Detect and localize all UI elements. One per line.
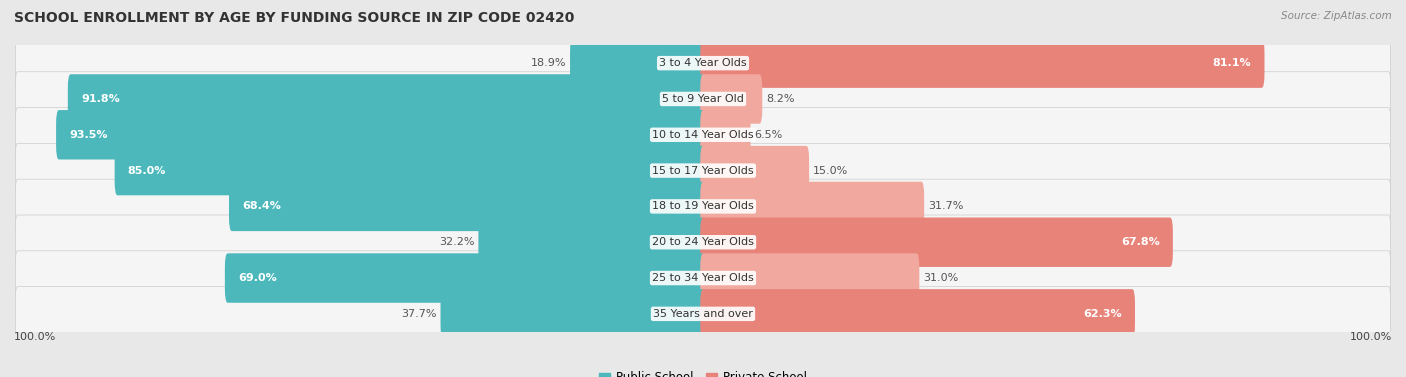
- FancyBboxPatch shape: [478, 218, 706, 267]
- Text: 8.2%: 8.2%: [766, 94, 794, 104]
- Text: 37.7%: 37.7%: [401, 309, 436, 319]
- Text: 68.4%: 68.4%: [242, 201, 281, 211]
- FancyBboxPatch shape: [15, 143, 1391, 198]
- Text: 18 to 19 Year Olds: 18 to 19 Year Olds: [652, 201, 754, 211]
- FancyBboxPatch shape: [15, 251, 1391, 305]
- FancyBboxPatch shape: [56, 110, 706, 159]
- FancyBboxPatch shape: [229, 182, 706, 231]
- FancyBboxPatch shape: [700, 74, 762, 124]
- FancyBboxPatch shape: [15, 179, 1391, 234]
- Text: 5 to 9 Year Old: 5 to 9 Year Old: [662, 94, 744, 104]
- FancyBboxPatch shape: [15, 287, 1391, 341]
- Legend: Public School, Private School: Public School, Private School: [593, 366, 813, 377]
- Text: 35 Years and over: 35 Years and over: [652, 309, 754, 319]
- Text: 69.0%: 69.0%: [238, 273, 277, 283]
- Text: 32.2%: 32.2%: [439, 237, 474, 247]
- FancyBboxPatch shape: [67, 74, 706, 124]
- FancyBboxPatch shape: [700, 110, 751, 159]
- Text: 18.9%: 18.9%: [530, 58, 565, 68]
- FancyBboxPatch shape: [115, 146, 706, 195]
- FancyBboxPatch shape: [700, 146, 808, 195]
- Text: 91.8%: 91.8%: [82, 94, 120, 104]
- Text: Source: ZipAtlas.com: Source: ZipAtlas.com: [1281, 11, 1392, 21]
- Text: 10 to 14 Year Olds: 10 to 14 Year Olds: [652, 130, 754, 140]
- Text: SCHOOL ENROLLMENT BY AGE BY FUNDING SOURCE IN ZIP CODE 02420: SCHOOL ENROLLMENT BY AGE BY FUNDING SOUR…: [14, 11, 575, 25]
- Text: 100.0%: 100.0%: [1350, 332, 1392, 342]
- Text: 15.0%: 15.0%: [813, 166, 848, 176]
- FancyBboxPatch shape: [15, 215, 1391, 270]
- Text: 62.3%: 62.3%: [1083, 309, 1122, 319]
- Text: 31.0%: 31.0%: [924, 273, 959, 283]
- Text: 93.5%: 93.5%: [69, 130, 108, 140]
- FancyBboxPatch shape: [15, 36, 1391, 90]
- FancyBboxPatch shape: [700, 253, 920, 303]
- FancyBboxPatch shape: [700, 38, 1264, 88]
- Text: 100.0%: 100.0%: [14, 332, 56, 342]
- Text: 67.8%: 67.8%: [1121, 237, 1160, 247]
- FancyBboxPatch shape: [700, 218, 1173, 267]
- FancyBboxPatch shape: [700, 182, 924, 231]
- Text: 31.7%: 31.7%: [928, 201, 963, 211]
- Text: 85.0%: 85.0%: [128, 166, 166, 176]
- FancyBboxPatch shape: [440, 289, 706, 339]
- Text: 6.5%: 6.5%: [755, 130, 783, 140]
- FancyBboxPatch shape: [700, 289, 1135, 339]
- Text: 25 to 34 Year Olds: 25 to 34 Year Olds: [652, 273, 754, 283]
- FancyBboxPatch shape: [225, 253, 706, 303]
- Text: 15 to 17 Year Olds: 15 to 17 Year Olds: [652, 166, 754, 176]
- Text: 20 to 24 Year Olds: 20 to 24 Year Olds: [652, 237, 754, 247]
- FancyBboxPatch shape: [569, 38, 706, 88]
- FancyBboxPatch shape: [15, 72, 1391, 126]
- Text: 3 to 4 Year Olds: 3 to 4 Year Olds: [659, 58, 747, 68]
- Text: 81.1%: 81.1%: [1213, 58, 1251, 68]
- FancyBboxPatch shape: [15, 107, 1391, 162]
